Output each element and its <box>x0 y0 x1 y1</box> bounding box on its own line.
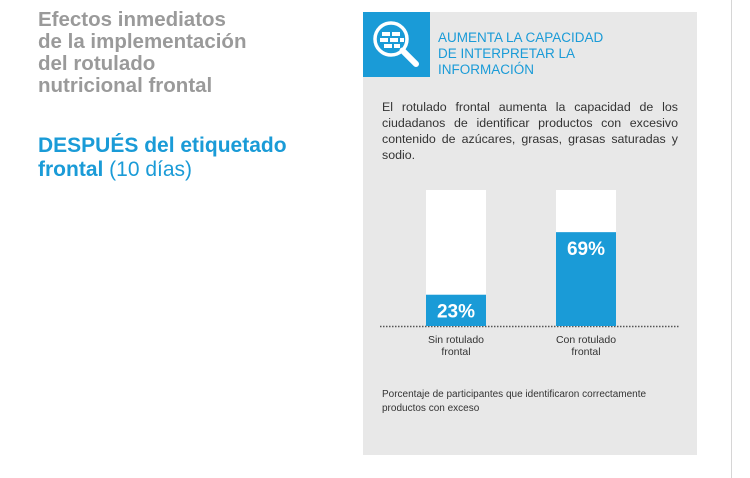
category-label-line: Sin rotulado <box>427 334 485 346</box>
category-label-line: Con rotulado <box>555 334 617 346</box>
panel-title: AUMENTA LA CAPACIDAD DE INTERPRETAR LA I… <box>438 30 688 78</box>
chart-footnote: Porcentaje de participantes que identifi… <box>382 389 647 414</box>
heading-line-4: nutricional frontal <box>38 74 213 97</box>
bar-chart-svg: 23% 69% <box>380 190 680 328</box>
bar-chart: 23% 69% Sin rotulado frontal Con rotulado… <box>363 182 697 372</box>
subheading-line-2-bold: frontal <box>38 158 104 181</box>
subheading-line-1: DESPUÉS del etiquetado <box>38 134 287 157</box>
panel-description: El rotulado frontal aumenta la capacidad… <box>382 100 678 162</box>
category-label-line: frontal <box>441 346 471 358</box>
category-label-sin-rotulado: Sin rotulado frontal <box>406 334 506 358</box>
info-panel: AUMENTA LA CAPACIDAD DE INTERPRETAR LA I… <box>363 12 697 455</box>
magnifier-icon <box>373 21 419 67</box>
heading-line-3: del rotulado <box>38 52 156 75</box>
subheading: DESPUÉS del etiquetado frontal (10 días) <box>38 134 358 182</box>
page-edge-divider <box>731 0 732 478</box>
category-label-con-rotulado: Con rotulado frontal <box>536 334 636 358</box>
page-heading: Efectos inmediatos de la implementación … <box>38 9 338 97</box>
panel-title-line-3: INFORMACIÓN <box>438 62 534 77</box>
bar-value-label: 69% <box>567 239 605 260</box>
subheading-line-2-normal: (10 días) <box>103 158 193 181</box>
icon-box <box>363 12 430 77</box>
panel-title-line-2: DE INTERPRETAR LA <box>438 46 576 61</box>
heading-line-2: de la implementación <box>38 30 247 53</box>
subheading-line-2: frontal (10 días) <box>38 158 358 182</box>
panel-title-line-1: AUMENTA LA CAPACIDAD <box>438 30 604 45</box>
category-label-line: frontal <box>571 346 601 358</box>
bar <box>426 294 486 326</box>
bar <box>556 232 616 326</box>
heading-line-1: Efectos inmediatos <box>38 8 226 31</box>
bar-value-label: 23% <box>437 302 475 323</box>
